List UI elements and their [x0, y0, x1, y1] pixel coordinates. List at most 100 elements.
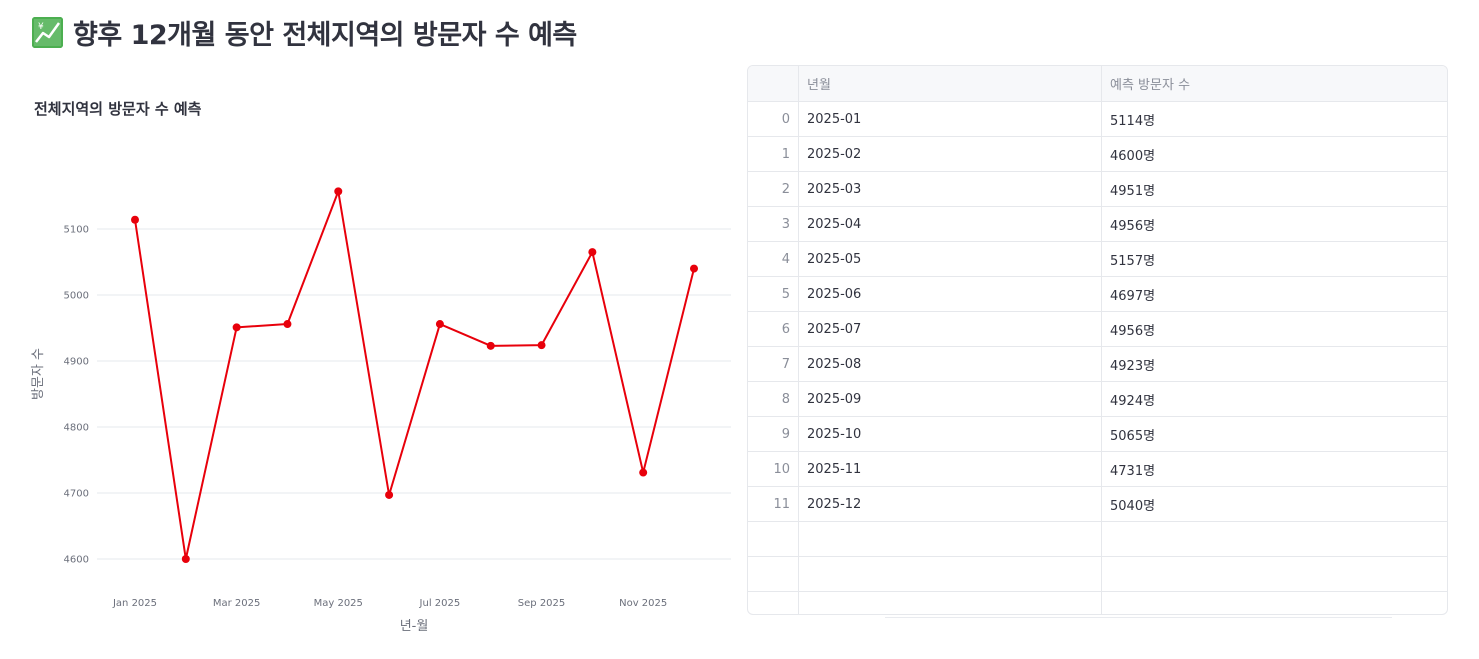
empty-value-cell[interactable] — [1102, 557, 1447, 591]
forecast-table[interactable]: 년월 예측 방문자 수 0 2025-01 5114명 1 2025-02 4600명 2 202… — [747, 65, 1448, 615]
row-index-cell[interactable]: 10 — [748, 452, 799, 486]
svg-text:¥: ¥ — [38, 22, 44, 32]
row-value-cell[interactable]: 5040명 — [1110, 498, 1156, 514]
row-index-cell[interactable]: 2 — [748, 172, 799, 206]
row-month-cell[interactable]: 2025-11 — [799, 452, 1102, 486]
row-index-cell[interactable]: 6 — [748, 312, 799, 346]
table-row: 6 2025-07 4956명 — [748, 312, 1447, 347]
row-value-cell[interactable]: 4923명 — [1110, 358, 1156, 374]
row-index-cell[interactable]: 8 — [748, 382, 799, 416]
x-tick-label: Jul 2025 — [419, 598, 461, 609]
data-point — [435, 320, 444, 329]
header-value-cell[interactable]: 예측 방문자 수 — [1110, 78, 1191, 93]
x-tick-label: Nov 2025 — [619, 598, 667, 609]
empty-index-cell[interactable] — [748, 592, 799, 614]
x-tick-label: Jan 2025 — [112, 598, 157, 609]
title-row: ¥ 향후 12개월 동안 전체지역의 방문자 수 예측 — [32, 10, 577, 54]
table-row: 9 2025-10 5065명 — [748, 417, 1447, 452]
y-tick-label: 4900 — [64, 357, 89, 368]
row-value-cell[interactable]: 5114명 — [1110, 113, 1156, 129]
row-value-cell[interactable]: 5065명 — [1110, 428, 1156, 444]
row-index-cell[interactable]: 4 — [748, 242, 799, 276]
data-point — [232, 323, 241, 332]
empty-index-cell[interactable] — [748, 522, 799, 556]
header-month-cell[interactable]: 년월 — [799, 66, 1102, 101]
row-month-cell[interactable]: 2025-01 — [799, 102, 1102, 136]
table-row: 4 2025-05 5157명 — [748, 242, 1447, 277]
row-value-cell[interactable]: 4956명 — [1110, 323, 1156, 339]
line-chart[interactable]: 4600 4700 4800 4900 5000 5100 Jan 2025 Mar 2025… — [0, 80, 745, 650]
data-point — [131, 215, 139, 224]
table-row: 5 2025-06 4697명 — [748, 277, 1447, 312]
row-month-cell[interactable]: 2025-02 — [799, 137, 1102, 171]
row-month-cell[interactable]: 2025-09 — [799, 382, 1102, 416]
table-empty-row — [748, 557, 1447, 592]
y-tick-label: 4600 — [64, 555, 89, 566]
row-value-cell[interactable]: 4600명 — [1110, 148, 1156, 164]
x-tick-label: Sep 2025 — [518, 598, 565, 609]
row-value-cell[interactable]: 5157명 — [1110, 253, 1156, 269]
row-index-cell[interactable]: 1 — [748, 137, 799, 171]
table-row: 10 2025-11 4731명 — [748, 452, 1447, 487]
data-point — [334, 187, 343, 196]
row-value-cell[interactable]: 4951명 — [1110, 183, 1156, 199]
row-value-cell[interactable]: 4731명 — [1110, 463, 1156, 479]
table-scroll-divider — [885, 617, 1392, 618]
table-row: 3 2025-04 4956명 — [748, 207, 1447, 242]
row-month-cell[interactable]: 2025-04 — [799, 207, 1102, 241]
data-point — [283, 320, 292, 329]
row-index-cell[interactable]: 3 — [748, 207, 799, 241]
data-point — [385, 490, 394, 499]
chart-container[interactable]: 전체지역의 방문자 수 예측 4600 4700 4800 4900 5000 5100 J… — [0, 80, 745, 650]
row-value-cell[interactable]: 4956명 — [1110, 218, 1156, 234]
row-month-cell[interactable]: 2025-07 — [799, 312, 1102, 346]
page-title: 향후 12개월 동안 전체지역의 방문자 수 예측 — [73, 19, 577, 51]
y-tick-label: 4800 — [64, 423, 89, 434]
row-month-cell[interactable]: 2025-06 — [799, 277, 1102, 311]
series-line — [134, 190, 695, 560]
row-month-cell[interactable]: 2025-05 — [799, 242, 1102, 276]
data-point — [639, 468, 648, 477]
row-index-cell[interactable]: 9 — [748, 417, 799, 451]
row-index-cell[interactable]: 11 — [748, 487, 799, 521]
table-empty-row — [748, 592, 1447, 614]
y-tick-label: 5100 — [64, 225, 89, 236]
y-tick-label: 4700 — [64, 489, 89, 500]
data-point — [537, 341, 546, 350]
empty-month-cell[interactable] — [799, 592, 1102, 614]
row-index-cell[interactable]: 0 — [748, 102, 799, 136]
row-month-cell[interactable]: 2025-03 — [799, 172, 1102, 206]
table-row: 0 2025-01 5114명 — [748, 102, 1447, 137]
row-value-cell[interactable]: 4924명 — [1110, 393, 1156, 409]
empty-index-cell[interactable] — [748, 557, 799, 591]
x-tick-label: Mar 2025 — [213, 598, 261, 609]
row-month-cell[interactable]: 2025-12 — [799, 487, 1102, 521]
row-index-cell[interactable]: 7 — [748, 347, 799, 381]
row-index-cell[interactable]: 5 — [748, 277, 799, 311]
data-point — [486, 341, 495, 350]
row-value-cell[interactable]: 4697명 — [1110, 288, 1156, 304]
table-row: 7 2025-08 4923명 — [748, 347, 1447, 382]
table-row: 2 2025-03 4951명 — [748, 172, 1447, 207]
data-point — [690, 264, 698, 273]
data-point — [588, 248, 597, 257]
header-index-cell[interactable] — [748, 66, 799, 101]
empty-month-cell[interactable] — [799, 557, 1102, 591]
table-row: 1 2025-02 4600명 — [748, 137, 1447, 172]
y-tick-label: 5000 — [64, 291, 89, 302]
row-month-cell[interactable]: 2025-08 — [799, 347, 1102, 381]
table-row: 11 2025-12 5040명 — [748, 487, 1447, 522]
data-point — [181, 555, 190, 563]
chart-title: 전체지역의 방문자 수 예측 — [34, 100, 202, 118]
x-axis-title: 년-월 — [400, 619, 429, 634]
empty-month-cell[interactable] — [799, 522, 1102, 556]
table-row: 8 2025-09 4924명 — [748, 382, 1447, 417]
table-empty-row — [748, 522, 1447, 557]
row-month-cell[interactable]: 2025-10 — [799, 417, 1102, 451]
chart-increasing-icon: ¥ — [32, 16, 63, 48]
empty-value-cell[interactable] — [1102, 592, 1447, 614]
table-header-row: 년월 예측 방문자 수 — [748, 66, 1447, 102]
y-axis-title: 방문자 수 — [31, 348, 46, 400]
empty-value-cell[interactable] — [1102, 522, 1447, 556]
